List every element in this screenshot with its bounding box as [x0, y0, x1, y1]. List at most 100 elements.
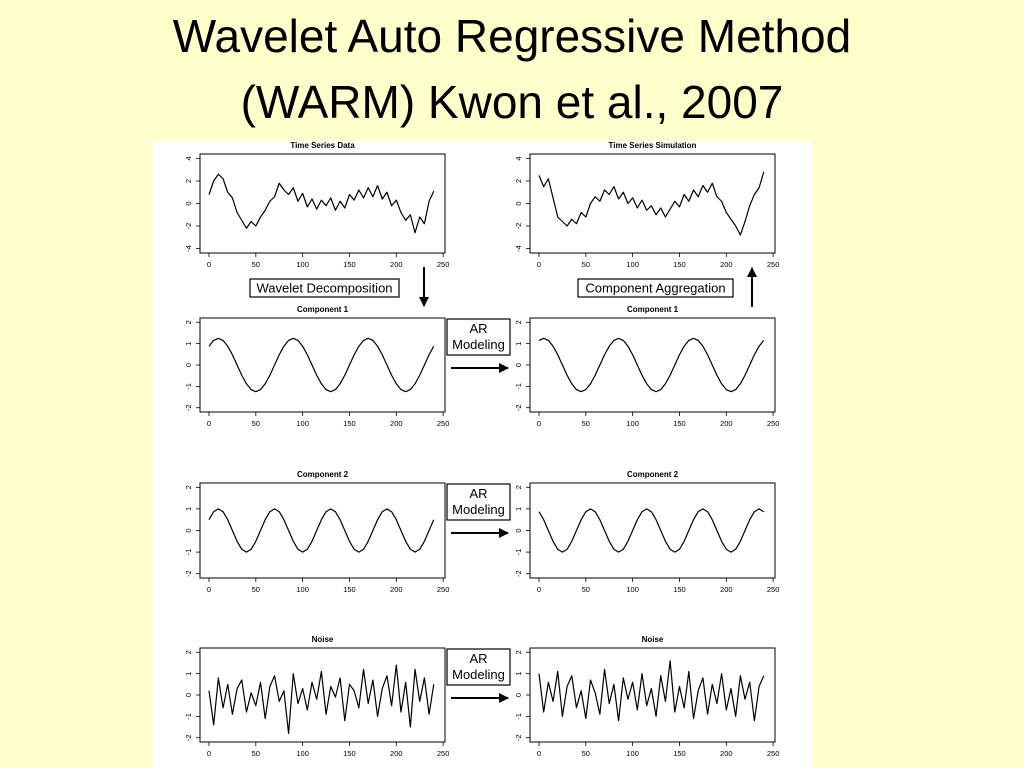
x-tick-label: 250: [437, 260, 450, 269]
x-tick-label: 50: [582, 749, 590, 758]
y-tick-label: 1: [184, 672, 193, 676]
chart-title: Component 2: [627, 470, 679, 479]
y-tick-label: 1: [184, 507, 193, 511]
x-tick-label: 150: [343, 749, 356, 758]
chart-title: Noise: [642, 635, 664, 644]
y-tick-label: -4: [514, 245, 523, 252]
series-line: [538, 171, 765, 236]
chart: Time Series Data 0 50 100 150 200 250 -4 -2 0 2 4: [184, 141, 449, 269]
label-box: [446, 318, 511, 356]
y-tick-label: 0: [514, 363, 523, 367]
series-line: [208, 664, 435, 735]
ar-label: Modeling: [452, 502, 505, 517]
y-tick-label: 1: [184, 342, 193, 346]
x-tick-label: 250: [437, 419, 450, 428]
x-tick-label: 250: [767, 419, 780, 428]
y-tick-label: -4: [184, 245, 193, 252]
x-tick-label: 0: [537, 585, 541, 594]
x-tick-label: 200: [390, 585, 403, 594]
ar-block: AR Modeling: [446, 648, 511, 703]
y-tick-label: 2: [184, 320, 193, 324]
x-tick-label: 0: [207, 585, 211, 594]
series-line: [208, 337, 435, 393]
y-tick-label: 4: [184, 156, 193, 160]
x-tick-label: 100: [296, 585, 309, 594]
label-box: [446, 483, 511, 521]
x-tick-label: 100: [626, 419, 639, 428]
y-tick-label: -2: [184, 734, 193, 741]
series-line: [538, 508, 765, 553]
x-tick-label: 100: [626, 260, 639, 269]
y-tick-label: 0: [514, 693, 523, 697]
label-box: [249, 278, 400, 298]
chart: Component 2 0 50 100 150 200 250 -2 -1 0 1 2: [184, 470, 449, 594]
y-tick-label: 2: [514, 485, 523, 489]
y-tick-label: -1: [514, 549, 523, 556]
y-tick-label: 2: [514, 179, 523, 183]
x-tick-label: 200: [720, 260, 733, 269]
chart: Time Series Simulation 0 50 100 150 200 250 -4 -…: [514, 141, 779, 269]
x-tick-label: 200: [390, 419, 403, 428]
y-tick-label: 1: [514, 507, 523, 511]
x-tick-label: 200: [720, 749, 733, 758]
x-tick-label: 150: [343, 585, 356, 594]
x-tick-label: 250: [767, 585, 780, 594]
y-tick-label: -2: [184, 570, 193, 577]
y-tick-label: -2: [514, 570, 523, 577]
x-tick-label: 50: [252, 585, 260, 594]
y-tick-label: 0: [184, 693, 193, 697]
x-tick-label: 100: [296, 260, 309, 269]
x-tick-label: 200: [390, 260, 403, 269]
y-tick-label: -1: [184, 549, 193, 556]
x-tick-label: 150: [673, 260, 686, 269]
x-tick-label: 200: [390, 749, 403, 758]
series-line: [208, 173, 435, 234]
y-tick-label: -1: [514, 713, 523, 720]
chart-title: Component 1: [297, 305, 349, 314]
chart-title: Component 1: [627, 305, 679, 314]
x-tick-label: 100: [296, 419, 309, 428]
x-tick-label: 250: [437, 749, 450, 758]
x-tick-label: 100: [626, 749, 639, 758]
x-tick-label: 50: [582, 419, 590, 428]
y-tick-label: -2: [514, 734, 523, 741]
x-tick-label: 0: [537, 419, 541, 428]
chart-title: Component 2: [297, 470, 349, 479]
y-tick-label: 2: [184, 485, 193, 489]
y-tick-label: -2: [514, 223, 523, 230]
label-box: [577, 278, 734, 298]
aggregation-label: Component Aggregation: [585, 281, 725, 296]
chart-title: Time Series Data: [290, 141, 355, 150]
x-tick-label: 50: [582, 260, 590, 269]
decomposition-label: Wavelet Decomposition: [256, 281, 392, 296]
x-tick-label: 0: [537, 749, 541, 758]
y-tick-label: -2: [514, 404, 523, 411]
x-tick-label: 200: [720, 419, 733, 428]
ar-label: Modeling: [452, 667, 505, 682]
y-tick-label: 4: [514, 156, 523, 160]
x-tick-label: 150: [673, 419, 686, 428]
x-tick-label: 250: [767, 260, 780, 269]
chart-title: Time Series Simulation: [609, 141, 697, 150]
x-tick-label: 250: [437, 585, 450, 594]
slide-title: Wavelet Auto Regressive Method: [173, 10, 851, 62]
y-tick-label: 2: [514, 650, 523, 654]
y-tick-label: 1: [514, 672, 523, 676]
chart-title: Noise: [312, 635, 334, 644]
x-tick-label: 0: [537, 260, 541, 269]
x-tick-label: 200: [720, 585, 733, 594]
y-tick-label: -1: [184, 383, 193, 390]
y-tick-label: -1: [184, 713, 193, 720]
slide-title: (WARM) Kwon et al., 2007: [241, 76, 784, 128]
x-tick-label: 150: [673, 749, 686, 758]
ar-label: Modeling: [452, 337, 505, 352]
x-tick-label: 100: [626, 585, 639, 594]
ar-block: AR Modeling: [446, 318, 511, 373]
y-tick-label: 2: [514, 320, 523, 324]
x-tick-label: 100: [296, 749, 309, 758]
ar-label: AR: [469, 651, 487, 666]
chart: Component 1 0 50 100 150 200 250 -2 -1 0 1 2: [184, 305, 449, 428]
ar-block: AR Modeling: [446, 483, 511, 538]
